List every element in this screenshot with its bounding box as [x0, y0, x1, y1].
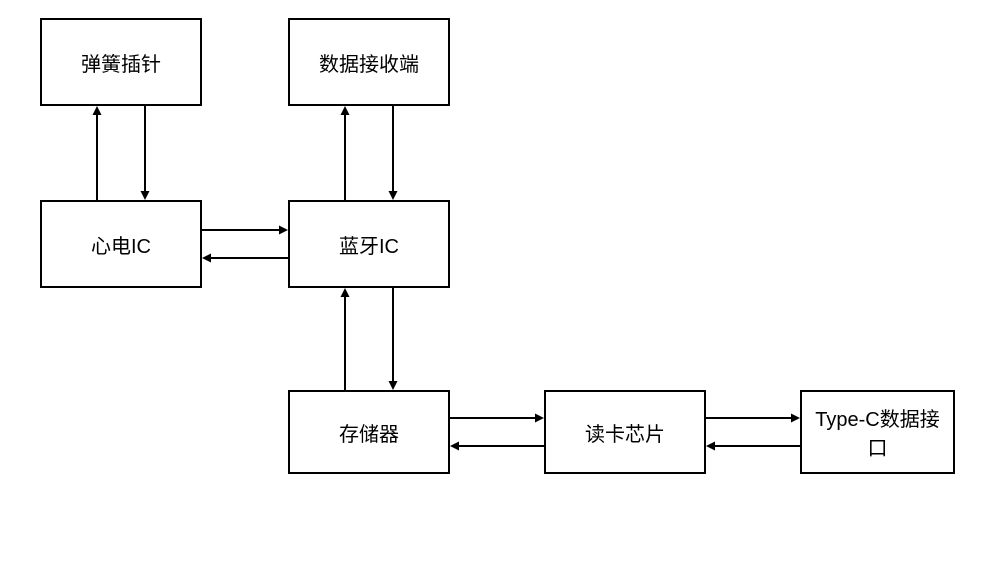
connector-layer — [0, 0, 1000, 566]
